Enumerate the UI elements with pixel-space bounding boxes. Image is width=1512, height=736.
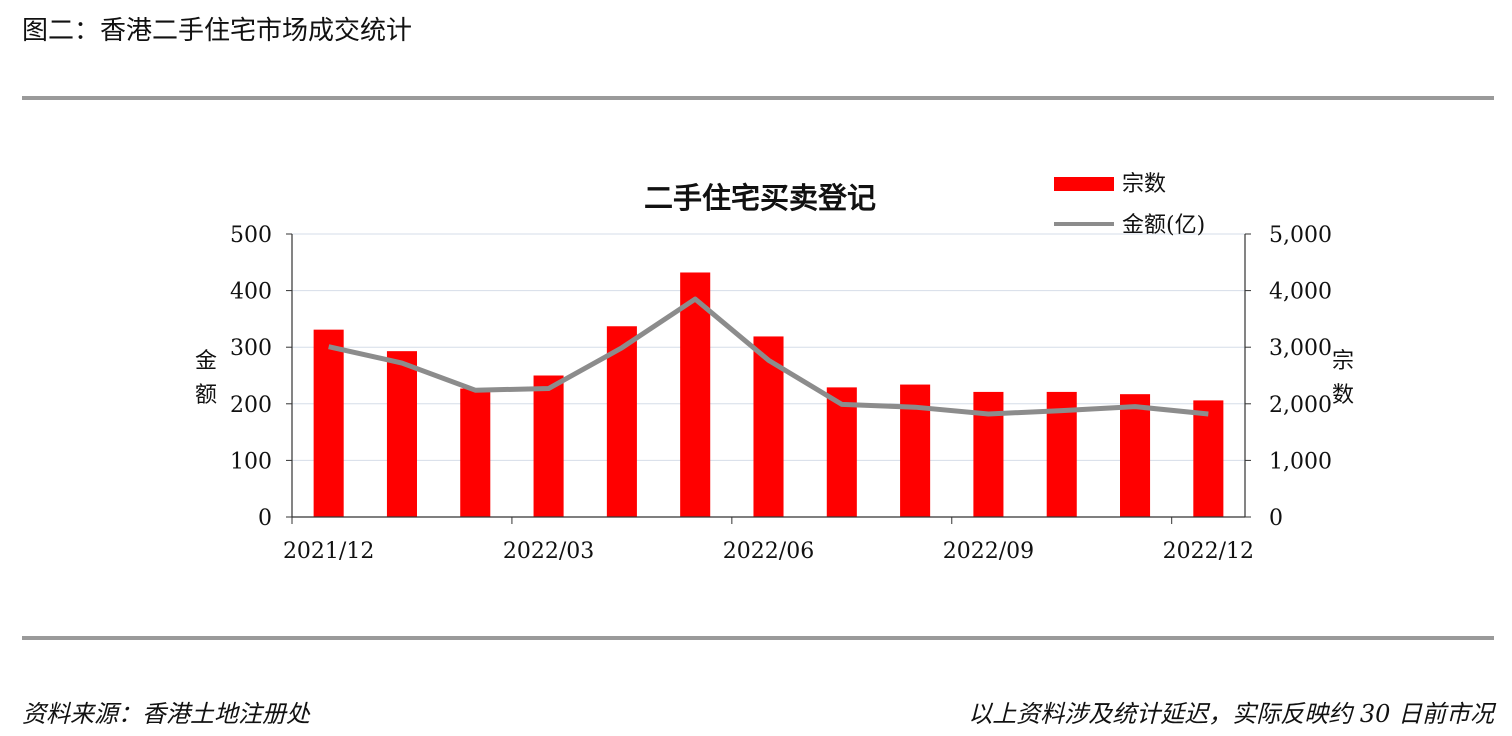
svg-text:额: 额 (195, 383, 217, 408)
bar (313, 329, 344, 517)
top-divider (22, 96, 1494, 100)
bar-series (313, 272, 1224, 517)
chart-title: 二手住宅买卖登记 (644, 181, 876, 215)
right-tick-label: 2,000 (1269, 393, 1332, 418)
bar (533, 375, 564, 517)
left-tick-label: 300 (230, 336, 272, 361)
bar (1120, 394, 1151, 517)
x-tick-label: 2022/06 (723, 539, 814, 564)
right-tick-label: 5,000 (1269, 223, 1332, 248)
svg-text:数: 数 (1332, 383, 1354, 408)
left-tick-label: 0 (258, 506, 272, 531)
left-tick-label: 100 (230, 449, 272, 474)
right-axis-title: 宗 数 (1332, 349, 1354, 408)
delay-note: 以上资料涉及统计延迟，实际反映约 30 日前市况 (968, 700, 1494, 728)
svg-text:宗: 宗 (1332, 349, 1354, 374)
line-series (328, 296, 1209, 417)
x-tick-label: 2022/09 (943, 539, 1034, 564)
left-tick-label: 200 (230, 393, 272, 418)
right-tick-label: 4,000 (1269, 280, 1332, 305)
bottom-divider (22, 636, 1494, 640)
legend-line-label: 金额(亿) (1122, 213, 1205, 238)
amount-line (328, 296, 1209, 417)
right-tick-label: 1,000 (1269, 449, 1332, 474)
bar (460, 388, 491, 517)
figure-title: 图二：香港二手住宅市场成交统计 (22, 16, 413, 46)
bar (386, 351, 417, 517)
bar (680, 272, 711, 517)
chart: 0 100 200 300 400 500 0 1,000 2,000 3,000 4,000 5,0… (195, 172, 1354, 564)
x-tick-label: 2022/12 (1163, 539, 1254, 564)
x-tick-label: 2022/03 (503, 539, 594, 564)
x-tick-label: 2021/12 (283, 539, 374, 564)
axes: 0 100 200 300 400 500 0 1,000 2,000 3,000 4,000 5,0… (230, 223, 1332, 564)
left-tick-label: 400 (230, 280, 272, 305)
svg-text:金: 金 (195, 349, 217, 374)
right-tick-label: 0 (1269, 506, 1283, 531)
bar (606, 326, 637, 517)
source-note: 资料来源：香港土地注册处 (22, 700, 310, 728)
right-tick-label: 3,000 (1269, 336, 1332, 361)
bar (753, 336, 784, 517)
bar (826, 387, 857, 517)
legend-bar-label: 宗数 (1122, 172, 1166, 197)
legend: 宗数 金额(亿) (1054, 172, 1205, 238)
legend-bar-swatch (1054, 177, 1114, 191)
left-tick-label: 500 (230, 223, 272, 248)
bar (1193, 400, 1224, 517)
left-axis-title: 金 额 (195, 349, 217, 408)
